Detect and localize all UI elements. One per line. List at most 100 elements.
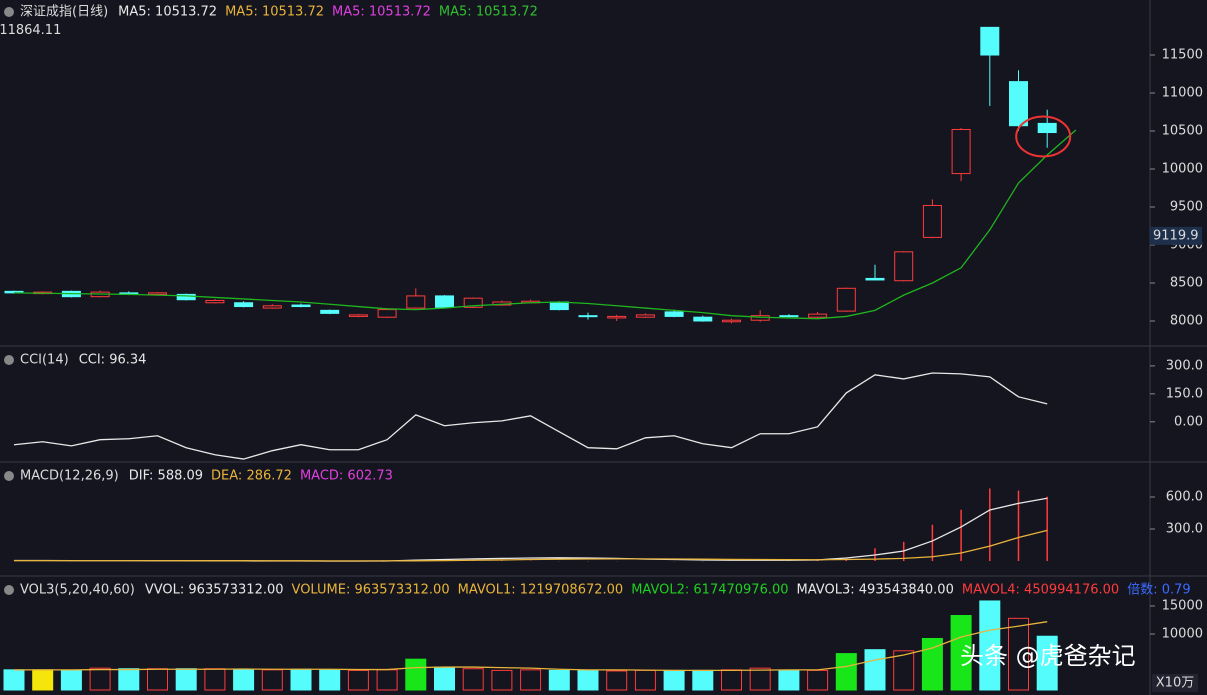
volume-bar [1036,635,1058,691]
volume-bar [434,666,455,691]
volume-bar [290,668,312,691]
header-label: VVOL: 963573312.00 [145,583,284,598]
candle-body [320,309,340,314]
volume-bar [921,637,943,691]
y-tick-label: 15000 [1162,599,1203,614]
volume-bar [147,668,168,691]
collapse-icon [4,7,14,17]
y-tick-label: 11000 [1162,86,1203,101]
watermark: 头条 @虎爸杂记 [960,642,1136,670]
volume-bar [807,669,829,691]
volume-bar [663,669,685,691]
panel-title: VOL3(5,20,40,60) [20,583,135,598]
price-tag-label: 9119.9 [1153,228,1199,243]
header-label: DIF: 588.09 [129,469,203,484]
y-tick-label: 150.0 [1166,386,1203,401]
candle-body [578,315,598,318]
volume-bar [233,668,255,691]
volume-bar [606,670,628,691]
candle-body [205,299,225,304]
candle-body [406,295,426,309]
candle-body [148,292,167,295]
volume-bar [376,669,398,691]
candle-body [951,128,971,175]
candle-body [779,315,799,318]
candle-body [635,314,655,318]
candle-body [348,314,368,317]
volume-bar [864,649,886,691]
header-label: MAVOL3: 493543840.00 [797,583,954,598]
volume-bar [118,668,140,691]
candle-body [1009,81,1028,127]
header-label: DEA: 286.72 [211,469,292,484]
volume-bar [520,669,542,691]
line [13,372,1048,460]
volume-bar [1008,617,1029,691]
header-label: MA5: 10513.72 [439,5,538,20]
panel-title: CCI(14) [20,353,69,368]
header-label: MAVOL1: 1219708672.00 [458,583,624,598]
y-tick-label: 600.0 [1166,489,1203,504]
volume-bar [204,668,226,691]
line [14,621,1048,672]
price-tag [1150,226,1202,245]
candle-body [463,297,483,308]
candle-body [865,277,885,281]
volume-bar [175,668,197,691]
volume-bar [491,669,513,691]
candle-body [722,319,741,323]
y-tick-label: 9500 [1170,200,1203,215]
candle-body [234,302,254,308]
y-tick-label: 0.00 [1174,414,1203,429]
volume-bar [405,658,427,691]
header-label: MAVOL4: 450994176.00 [962,583,1119,598]
candle-body [808,313,828,318]
header-label: MA5: 10513.72 [225,5,324,20]
header-label: CCI: 96.34 [79,353,147,368]
volume-bar [347,669,369,691]
volume-bar [835,653,857,691]
volume-bar [721,669,742,691]
line [13,129,1077,320]
candle-body [549,301,569,311]
y-tick-label: 11500 [1162,48,1203,63]
candle-body [894,251,914,282]
header-label: MAVOL2: 617470976.00 [631,583,788,598]
unit-label: X10万 [1156,676,1194,691]
candle-body [607,315,627,319]
y-tick-label: 8000 [1170,313,1203,328]
header-label: MACD: 602.73 [300,469,393,484]
volume-bar [261,669,283,691]
y-tick-label: 300.0 [1166,358,1203,373]
y-tick-label: 300.0 [1166,521,1203,536]
collapse-icon [4,471,14,481]
candle-body [836,287,856,312]
volume-bar [462,668,484,691]
volume-bar [634,669,656,691]
peak-label: 11864.11 [0,23,61,38]
y-tick-label: 10500 [1162,124,1203,139]
volume-bar [778,669,800,691]
candle-body [176,293,196,301]
candle-body [693,316,713,322]
volume-bar [32,669,54,691]
candle-body [922,204,942,238]
line [14,497,1048,562]
volume-bar [692,669,714,691]
collapse-icon [4,355,14,365]
candle-body [1037,122,1057,134]
volume-bar [749,667,771,691]
unit-box [1152,674,1198,692]
volume-bar [319,669,341,691]
volume-bar [893,650,915,691]
header-label: MA5: 10513.72 [118,5,217,20]
candle-body [664,311,684,317]
panel-title: 深证成指(日线) [20,5,108,20]
volume-bar [60,669,82,691]
y-tick-label: 10000 [1162,162,1203,177]
highlight-circle [1015,115,1072,158]
candle-body [377,309,397,318]
volume-bar [548,669,570,691]
volume-bar [950,615,972,691]
